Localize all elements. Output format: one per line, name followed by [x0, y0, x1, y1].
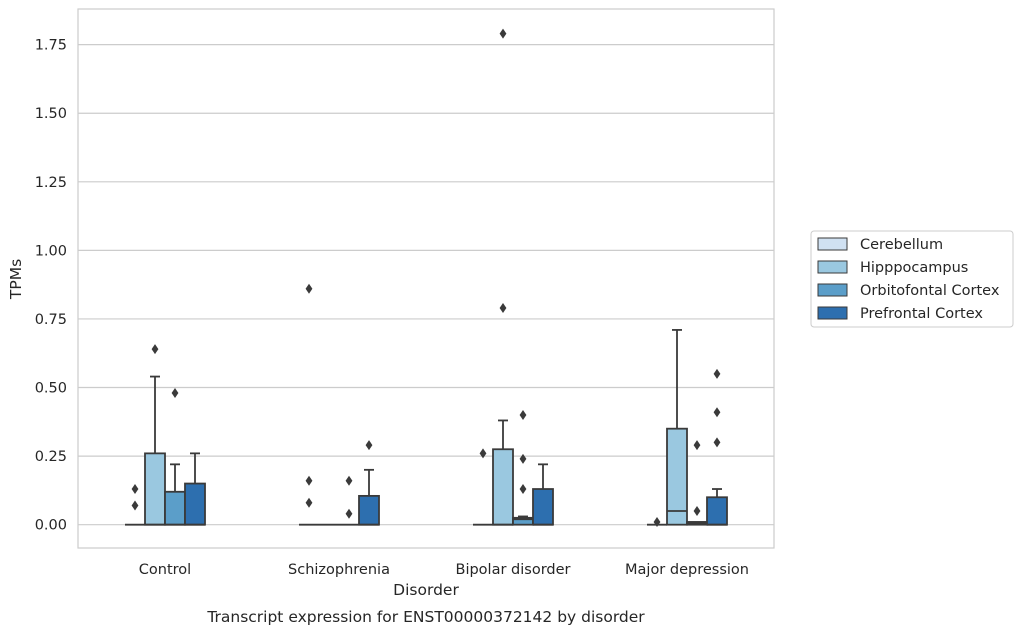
box-group: [706, 368, 728, 526]
outlier-point: [151, 344, 159, 355]
outlier-point: [131, 484, 139, 495]
box: [144, 452, 166, 526]
box-group: [299, 283, 319, 526]
outlier-point: [131, 500, 139, 511]
outlier-point: [499, 28, 507, 39]
outlier-point: [713, 368, 721, 379]
y-tick-label: 1.00: [35, 243, 67, 259]
x-tick-label: Control: [139, 562, 191, 578]
x-tick-label: Bipolar disorder: [456, 562, 571, 578]
legend-swatch: [817, 283, 848, 297]
box-group: [184, 452, 206, 526]
outlier-point: [345, 508, 353, 519]
outlier-point: [693, 505, 701, 516]
outlier-point: [713, 437, 721, 448]
outlier-point: [499, 302, 507, 313]
y-axis-ticks: 0.00 0.25 0.50 0.75 1.00 1.25 1.50 1.75: [35, 38, 67, 534]
y-tick-label: 1.75: [35, 38, 67, 54]
legend-label: Prefrontal Cortex: [860, 306, 983, 322]
legend-label: Cerebellum: [860, 237, 943, 253]
box: [358, 494, 380, 526]
plot-area: [77, 8, 775, 549]
outlier-point: [713, 407, 721, 418]
box-group: [144, 344, 166, 526]
box: [666, 427, 688, 526]
box-group: [532, 463, 554, 526]
box-group: [125, 484, 145, 526]
outlier-point: [345, 475, 353, 486]
legend-frame: [810, 230, 1014, 328]
y-tick-label: 0.25: [35, 449, 67, 465]
outlier-point: [519, 453, 527, 464]
x-tick-label: Major depression: [625, 562, 749, 578]
y-tick-label: 0.50: [35, 381, 67, 397]
outlier-point: [479, 448, 487, 459]
outlier-point: [519, 484, 527, 495]
box-group: [164, 388, 186, 526]
box-group: [473, 448, 493, 526]
y-tick-label: 0.00: [35, 518, 67, 534]
box-group: [492, 28, 514, 526]
box: [706, 496, 728, 526]
outlier-point: [305, 497, 313, 508]
box-group: [666, 329, 688, 526]
boxes: [125, 28, 728, 527]
legend: Cerebellum Hipppocampus Orbitofontal Corte…: [810, 230, 1014, 328]
x-axis-label: Disorder: [393, 581, 459, 599]
y-tick-label: 0.75: [35, 312, 67, 328]
outlier-point: [693, 440, 701, 451]
legend-label: Hipppocampus: [860, 260, 968, 276]
box-group: [339, 475, 359, 526]
outlier-point: [305, 475, 313, 486]
box: [164, 490, 186, 526]
box-group: [358, 440, 380, 526]
box: [532, 488, 554, 526]
legend-entries: Cerebellum Hipppocampus Orbitofontal Corte…: [817, 237, 1000, 322]
box: [184, 482, 206, 526]
outlier-point: [305, 283, 313, 294]
legend-swatch: [817, 237, 848, 251]
outlier-point: [653, 516, 661, 527]
outlier-point: [171, 388, 179, 399]
box: [492, 448, 514, 526]
legend-swatch: [817, 306, 848, 320]
x-axis-ticks: Control Schizophrenia Bipolar disorder Majo…: [139, 562, 749, 578]
y-tick-label: 1.50: [35, 106, 67, 122]
legend-swatch: [817, 260, 848, 274]
chart-caption: Transcript expression for ENST0000037214…: [206, 608, 645, 626]
x-tick-label: Schizophrenia: [288, 562, 390, 578]
outlier-point: [519, 409, 527, 420]
legend-label: Orbitofontal Cortex: [860, 283, 1000, 299]
y-axis-label: TPMs: [7, 259, 25, 300]
y-tick-label: 1.25: [35, 175, 67, 191]
outlier-point: [365, 440, 373, 451]
box-group: [647, 516, 667, 527]
